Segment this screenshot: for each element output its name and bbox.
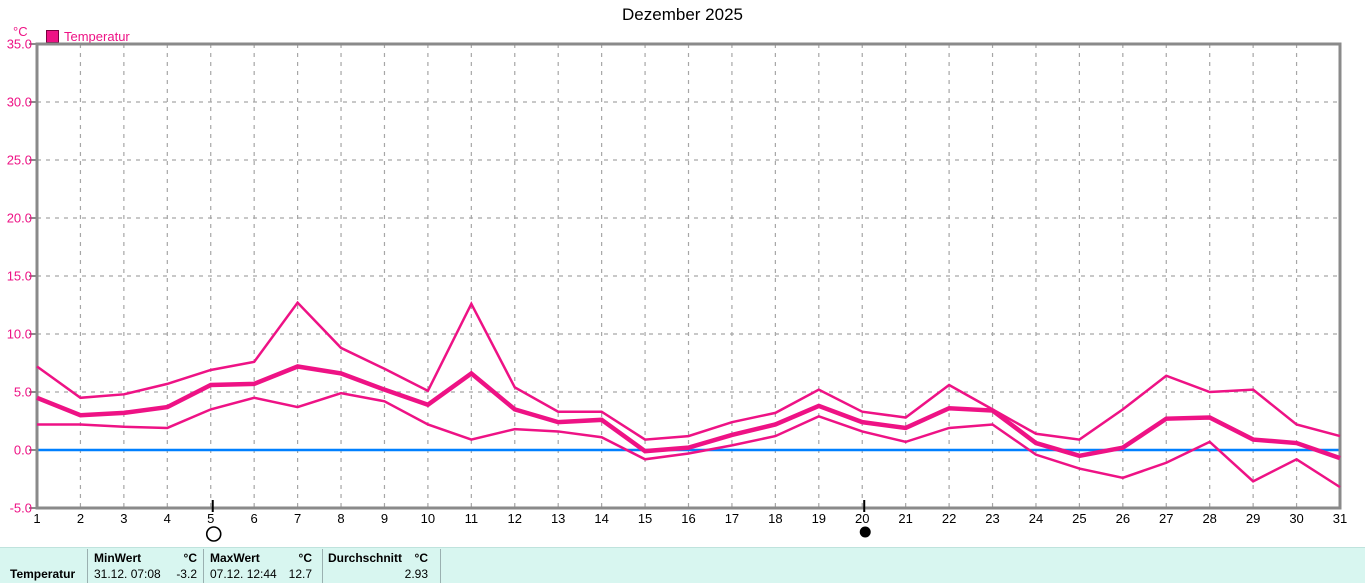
x-tick-label-10: 10 — [421, 511, 435, 526]
y-axis-unit-label: °C — [13, 24, 28, 39]
minwert-timestamp: 31.12. 07:08 — [94, 567, 161, 581]
x-tick-label-12: 12 — [508, 511, 522, 526]
x-tick-label-5: 5 — [207, 511, 214, 526]
y-tick-label-10: 10.0 — [7, 327, 32, 342]
x-tick-label-28: 28 — [1202, 511, 1216, 526]
maxwert-timestamp: 07.12. 12:44 — [210, 567, 277, 581]
x-tick-label-29: 29 — [1246, 511, 1260, 526]
y-tick-label-30: 30.0 — [7, 95, 32, 110]
minwert-value: -3.2 — [176, 567, 197, 581]
x-tick-label-15: 15 — [638, 511, 652, 526]
maxwert-header: MaxWert — [210, 551, 260, 565]
maxwert-unit: °C — [298, 551, 312, 565]
durchschnitt-value: 2.93 — [404, 567, 428, 581]
new-moon-icon — [859, 526, 871, 538]
x-tick-label-7: 7 — [294, 511, 301, 526]
x-tick-label-23: 23 — [985, 511, 999, 526]
x-tick-label-30: 30 — [1289, 511, 1303, 526]
table-divider — [203, 549, 204, 583]
line-temperatur-durchschnitt — [36, 364, 1341, 461]
x-tick-label-8: 8 — [337, 511, 344, 526]
x-tick-label-22: 22 — [942, 511, 956, 526]
x-tick-label-24: 24 — [1029, 511, 1043, 526]
x-tick-label-31: 31 — [1333, 511, 1347, 526]
legend-label: Temperatur — [64, 29, 130, 44]
x-tick-label-9: 9 — [381, 511, 388, 526]
x-tick-label-21: 21 — [898, 511, 912, 526]
y-tick-label-0: 0.0 — [14, 443, 32, 458]
x-tick-label-16: 16 — [681, 511, 695, 526]
y-tick-label-5: 5.0 — [14, 385, 32, 400]
y-tick-label-20: 20.0 — [7, 211, 32, 226]
legend: Temperatur — [46, 29, 130, 44]
chart-title: Dezember 2025 — [622, 5, 743, 24]
table-divider — [322, 549, 323, 583]
durchschnitt-header: Durchschnitt — [328, 551, 403, 565]
x-tick-label-17: 17 — [725, 511, 739, 526]
stats-col-minwert: MinWert °C 31.12. 07:08 -3.2 — [94, 550, 197, 582]
x-tick-label-18: 18 — [768, 511, 782, 526]
x-tick-label-2: 2 — [77, 511, 84, 526]
line-temperatur-minimum — [37, 391, 1341, 489]
minwert-unit: °C — [183, 551, 197, 565]
y-tick-label-35: 35.0 — [7, 37, 32, 52]
x-tick-label-14: 14 — [594, 511, 608, 526]
x-tick-label-4: 4 — [164, 511, 171, 526]
stats-col-durchschnitt: Durchschnitt °C 2.93 — [328, 550, 428, 582]
temperature-line-chart: 35.030.025.020.015.010.05.00.0-5.01 2 3 4 5 6… — [7, 37, 1347, 542]
durchschnitt-unit: °C — [414, 551, 428, 565]
stats-col-maxwert: MaxWert °C 07.12. 12:44 12.7 — [210, 550, 312, 582]
x-tick-label-11: 11 — [465, 511, 479, 526]
y-tick-label-15: 15.0 — [7, 269, 32, 284]
x-tick-label-13: 13 — [551, 511, 565, 526]
full-moon-icon — [205, 526, 222, 542]
x-tick-label-27: 27 — [1159, 511, 1173, 526]
maxwert-value: 12.7 — [288, 567, 312, 581]
x-tick-label-6: 6 — [251, 511, 258, 526]
x-tick-label-3: 3 — [120, 511, 127, 526]
x-tick-label-1: 1 — [33, 511, 40, 526]
stats-table: Temperatur MinWert °C 31.12. 07:08 -3.2 … — [0, 547, 1365, 583]
minwert-header: MinWert — [94, 551, 142, 565]
y-tick-label--5: -5.0 — [10, 501, 32, 516]
x-tick-label-20: 20 — [855, 511, 869, 526]
stats-row-label: Temperatur — [10, 567, 76, 581]
x-tick-label-25: 25 — [1072, 511, 1086, 526]
x-tick-label-19: 19 — [812, 511, 826, 526]
x-tick-label-26: 26 — [1116, 511, 1130, 526]
table-divider — [87, 549, 88, 583]
line-temperatur-maximum — [36, 300, 1341, 441]
y-tick-label-25: 25.0 — [7, 153, 32, 168]
table-divider — [440, 549, 441, 583]
